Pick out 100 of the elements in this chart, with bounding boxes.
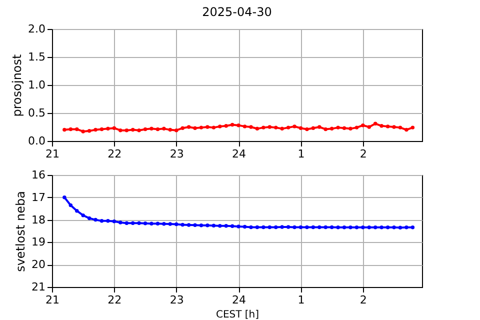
point xyxy=(318,125,322,129)
point xyxy=(305,127,309,132)
point xyxy=(286,225,290,229)
point xyxy=(398,126,402,130)
point xyxy=(318,225,322,230)
point xyxy=(324,225,328,230)
point xyxy=(336,126,340,130)
point xyxy=(193,126,197,130)
point xyxy=(62,128,66,132)
x-tick-label: 22 xyxy=(108,294,122,306)
point xyxy=(199,224,204,228)
y-tick-label: 20 xyxy=(32,258,46,272)
point xyxy=(398,226,402,230)
point xyxy=(174,128,178,132)
point xyxy=(150,126,154,131)
point xyxy=(361,123,365,128)
point xyxy=(255,225,260,230)
y-tick-label: 1.0 xyxy=(28,78,46,92)
x-tick-label: 21 xyxy=(46,148,60,160)
point xyxy=(81,213,85,218)
x-tick-label: 23 xyxy=(170,294,184,306)
point xyxy=(230,224,234,228)
point xyxy=(373,226,378,230)
point xyxy=(143,222,148,226)
x-axis-title: CEST [h] xyxy=(216,310,260,320)
point xyxy=(162,126,166,131)
y-tick-label: 17 xyxy=(32,190,46,204)
point xyxy=(87,216,92,220)
point xyxy=(373,122,378,126)
point xyxy=(212,224,216,228)
point xyxy=(410,226,415,230)
point xyxy=(336,226,340,230)
point xyxy=(242,224,247,229)
point xyxy=(404,226,408,230)
point xyxy=(268,125,272,129)
point xyxy=(298,126,303,130)
point xyxy=(311,126,316,130)
point xyxy=(137,128,141,132)
point xyxy=(186,223,191,227)
point xyxy=(354,126,359,130)
x-tick-label: 2 xyxy=(360,294,367,306)
point xyxy=(68,203,73,208)
point xyxy=(106,126,110,131)
y-tick-label: 21 xyxy=(32,280,46,294)
x-tick-label: 1 xyxy=(298,148,305,160)
point xyxy=(292,225,296,230)
point xyxy=(404,128,408,132)
y-tick-label: 1.5 xyxy=(28,50,46,64)
point xyxy=(124,221,128,226)
point xyxy=(392,125,396,129)
point xyxy=(174,222,178,226)
x-tick-label: 23 xyxy=(170,148,184,160)
point xyxy=(137,221,141,226)
point xyxy=(330,225,334,230)
point xyxy=(367,226,372,230)
point xyxy=(348,126,352,131)
point xyxy=(410,126,415,130)
point xyxy=(87,129,92,133)
x-tick-label: 22 xyxy=(108,148,122,160)
point xyxy=(249,225,253,230)
point xyxy=(168,128,172,132)
point xyxy=(118,128,122,132)
y-tick-label: 0.0 xyxy=(28,134,46,148)
point xyxy=(62,196,66,200)
point xyxy=(224,224,228,228)
point xyxy=(280,225,284,229)
point xyxy=(156,222,160,226)
point xyxy=(292,124,296,128)
point xyxy=(230,122,234,127)
x-tick-label: 2 xyxy=(360,148,367,160)
point xyxy=(386,124,390,128)
y-tick-label: 18 xyxy=(32,213,46,226)
point xyxy=(193,223,197,228)
y-tick-label: 2.0 xyxy=(28,22,46,36)
point xyxy=(286,126,290,130)
point xyxy=(112,126,116,130)
point xyxy=(130,128,135,132)
point xyxy=(380,226,384,230)
point xyxy=(354,226,359,230)
point xyxy=(305,225,309,230)
point xyxy=(380,124,384,128)
point xyxy=(130,221,135,226)
point xyxy=(206,224,210,228)
point xyxy=(342,226,346,230)
y-axis-title: svetlost neba xyxy=(14,191,28,272)
point xyxy=(386,226,390,230)
x-tick-label: 24 xyxy=(232,148,246,160)
point xyxy=(242,124,247,128)
point xyxy=(206,125,210,129)
point xyxy=(262,225,266,230)
y-tick-label: 16 xyxy=(32,168,46,182)
point xyxy=(100,127,104,132)
point xyxy=(224,124,228,128)
point xyxy=(112,220,116,224)
point xyxy=(143,127,148,132)
point xyxy=(268,225,272,230)
point xyxy=(392,226,396,230)
point xyxy=(94,218,98,222)
point xyxy=(330,126,334,131)
point xyxy=(274,126,278,130)
